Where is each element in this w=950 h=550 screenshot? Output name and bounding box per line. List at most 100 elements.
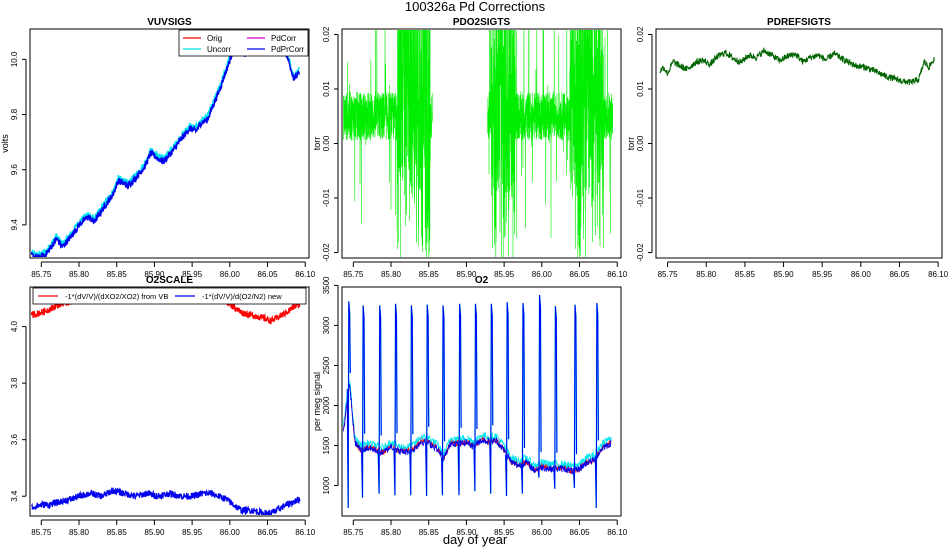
o2scale-x-tick-label: 86.00 xyxy=(220,528,241,537)
vuvsigs-legend-label: Orig xyxy=(207,34,222,43)
vuvsigs-x-tick-label: 85.80 xyxy=(69,270,90,279)
vuvsigs-x-tick-label: 85.75 xyxy=(31,270,52,279)
pdo2sigts-panel: PDO2SIGTS 85.75 85.80 85.85 85.90 85.95 86.00 8… xyxy=(312,17,628,279)
o2-x-tick-label: 85.95 xyxy=(494,528,515,537)
o2-y-tick-label: 2000 xyxy=(322,396,331,414)
o2scale-y-tick-label: 3.4 xyxy=(10,490,19,502)
o2scale-y-tick-label: 4.0 xyxy=(10,320,19,332)
o2-spike xyxy=(520,302,525,494)
o2-spike xyxy=(393,303,398,496)
o2-y-tick-label: 1000 xyxy=(322,476,331,494)
o2scale-x-tick-label: 85.85 xyxy=(107,528,128,537)
vuvsigs-y-tick-label: 9.4 xyxy=(10,219,19,231)
o2scale-x-tick-label: 86.10 xyxy=(295,528,316,537)
pdrefsigts-y-tick-label: -0.01 xyxy=(636,188,645,207)
vuvsigs-x-tick-label: 86.00 xyxy=(220,270,241,279)
pdrefsigts-x-tick-label: 86.05 xyxy=(889,270,910,279)
vuvsigs-legend: Orig PdCorr Uncorr PdPrCorr xyxy=(178,29,309,57)
pdrefsigts-x-tick-label: 86.10 xyxy=(928,270,949,279)
pdo2sigts-x-tick-label: 86.00 xyxy=(532,270,553,279)
vuvsigs-data-layer xyxy=(31,39,300,257)
vuvsigs-x-tick-label: 85.95 xyxy=(182,270,203,279)
o2-spike xyxy=(537,294,542,478)
pdrefsigts-x-tick-label: 85.85 xyxy=(735,270,756,279)
vuvsigs-panel: VUVSIGS 85.75 85.80 85.85 85.90 85.95 86.00 86.… xyxy=(0,17,316,279)
vuvsigs-series-pdprcorr xyxy=(31,41,300,257)
pdrefsigts-y-axis-label: torr xyxy=(626,137,636,151)
pdo2sigts-x-tick-label: 85.85 xyxy=(419,270,440,279)
pdo2sigts-y-tick-label: 0.01 xyxy=(322,81,331,97)
o2-y-tick-label: 1500 xyxy=(322,436,331,454)
vuvsigs-legend-label: PdPrCorr xyxy=(271,45,305,54)
o2scale-legend-box xyxy=(32,287,307,305)
o2-spike xyxy=(377,305,382,494)
o2-series-uncorr xyxy=(343,380,612,469)
vuvsigs-x-tick-label: 85.85 xyxy=(107,270,128,279)
vuvsigs-legend-label: PdCorr xyxy=(271,34,297,43)
pdrefsigts-x-tick-label: 85.90 xyxy=(774,270,795,279)
pdo2sigts-series-pdo2sig xyxy=(343,30,613,257)
pdo2sigts-x-tick-label: 86.10 xyxy=(607,270,628,279)
o2-spike xyxy=(505,302,510,496)
o2-spike xyxy=(594,302,599,509)
vuvsigs-title: VUVSIGS xyxy=(147,17,192,28)
o2-y-tick-label: 2500 xyxy=(322,356,331,374)
o2scale-y-tick-label: 3.8 xyxy=(10,377,19,389)
vuvsigs-y-axis-label: volts xyxy=(0,134,10,153)
o2-x-tick-label: 85.90 xyxy=(456,528,477,537)
o2scale-x-tick-label: 86.05 xyxy=(258,528,279,537)
pdo2sigts-y-tick-label: -0.01 xyxy=(322,188,331,207)
o2-spike xyxy=(346,301,351,508)
pdo2sigts-x-tick-label: 86.05 xyxy=(570,270,591,279)
pdrefsigts-x-tick-label: 85.95 xyxy=(812,270,833,279)
o2scale-x-tick-label: 85.95 xyxy=(182,528,203,537)
o2scale-x-tick-label: 85.75 xyxy=(31,528,52,537)
pdrefsigts-plot-frame xyxy=(655,28,943,259)
o2scale-series--1-dv-v-d-o2-n2-new xyxy=(31,486,301,515)
o2-panel: O2 85.75 85.80 85.85 85.90 85.95 86.00 86.05 86.… xyxy=(312,275,628,537)
pdrefsigts-panel: PDREFSIGTS 85.75 85.80 85.85 85.90 85.95 86.00… xyxy=(626,17,949,279)
o2scale-title: O2SCALE xyxy=(146,275,194,286)
vuvsigs-x-tick-label: 85.90 xyxy=(144,270,165,279)
o2-spike xyxy=(572,304,578,489)
o2-title: O2 xyxy=(475,275,489,286)
o2-spike xyxy=(425,304,430,496)
pdrefsigts-x-tick-label: 86.00 xyxy=(851,270,872,279)
o2-x-tick-label: 86.00 xyxy=(532,528,553,537)
vuvsigs-legend-box xyxy=(178,29,309,57)
o2-spike xyxy=(473,303,478,492)
pdrefsigts-x-tick-label: 85.75 xyxy=(658,270,679,279)
pdo2sigts-title: PDO2SIGTS xyxy=(453,17,511,28)
o2-y-tick-label: 3500 xyxy=(322,276,331,294)
o2scale-y-tick-label: 3.6 xyxy=(10,434,19,446)
o2-spike xyxy=(441,305,446,496)
o2scale-x-tick-label: 85.80 xyxy=(69,528,90,537)
o2scale-plot-frame xyxy=(29,286,310,517)
o2scale-legend-label: -1*(dV/V)/(dXO2/XO2) from VB xyxy=(65,292,168,301)
pdrefsigts-y-tick-label: 0.02 xyxy=(636,26,645,42)
pdo2sigts-y-axis-label: torr xyxy=(312,137,322,151)
o2-spike xyxy=(457,303,462,496)
vuvsigs-legend-label: Uncorr xyxy=(207,45,231,54)
pdrefsigts-y-tick-label: -0.02 xyxy=(636,243,645,262)
o2-spike xyxy=(409,305,414,496)
vuvsigs-x-tick-label: 86.05 xyxy=(258,270,279,279)
pdo2sigts-x-tick-label: 85.95 xyxy=(494,270,515,279)
o2-y-axis-label: per meg signal xyxy=(312,372,322,431)
figure-x-axis-label: day of year xyxy=(442,532,508,547)
o2-plot-frame xyxy=(341,286,622,517)
vuvsigs-y-tick-label: 10.0 xyxy=(10,51,19,67)
vuvsigs-y-tick-label: 9.8 xyxy=(10,108,19,120)
pdrefsigts-y-tick-label: 0.00 xyxy=(636,135,645,151)
pdo2sigts-y-tick-label: 0.00 xyxy=(322,135,331,151)
o2-y-tick-label: 3000 xyxy=(322,316,331,334)
pdo2sigts-plot-frame xyxy=(341,28,622,259)
o2-data-layer xyxy=(343,294,612,509)
o2scale-legend: -1*(dV/V)/(dXO2/XO2) from VB -1*(dV/V)/d(… xyxy=(32,287,307,305)
o2-spike xyxy=(361,305,366,498)
o2-x-tick-label: 85.80 xyxy=(381,528,402,537)
vuvsigs-plot-frame xyxy=(29,28,310,259)
pdo2sigts-data-layer xyxy=(343,30,613,257)
pdo2sigts-y-tick-label: 0.02 xyxy=(322,26,331,42)
